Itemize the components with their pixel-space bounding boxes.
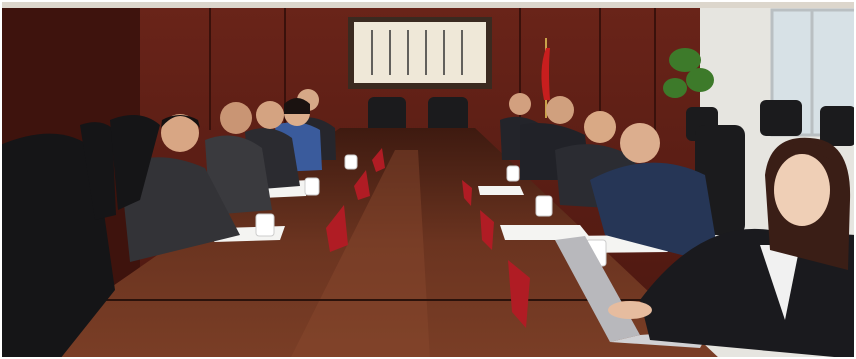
leaf	[686, 68, 714, 92]
chair	[110, 115, 160, 210]
cup	[344, 154, 358, 170]
table-reflection	[290, 150, 430, 359]
people-right	[500, 93, 720, 265]
plant	[663, 48, 714, 98]
name-card	[326, 205, 348, 252]
person-head	[620, 123, 660, 163]
chair	[820, 106, 856, 146]
person-head	[161, 114, 199, 152]
hand	[608, 301, 652, 319]
name-card	[354, 170, 370, 200]
cup	[304, 177, 320, 196]
person-head	[256, 101, 284, 129]
person-suit	[120, 157, 240, 262]
calligraphy-scroll	[354, 22, 486, 83]
leaf	[663, 78, 687, 98]
person-hair	[284, 98, 310, 114]
window	[770, 8, 856, 137]
foreground-chairs	[0, 115, 160, 359]
chair	[760, 100, 802, 136]
cup	[535, 195, 553, 217]
ceiling	[0, 0, 856, 8]
paper	[478, 186, 524, 195]
person-head	[509, 93, 531, 115]
person-suit	[590, 162, 720, 265]
chair	[80, 122, 116, 220]
name-card	[372, 148, 385, 172]
chair	[428, 97, 468, 137]
cup	[255, 213, 275, 237]
woman-foreground	[608, 137, 856, 359]
name-cards	[326, 148, 530, 328]
person-head	[220, 102, 252, 134]
flag	[541, 48, 550, 100]
name-card	[508, 260, 530, 328]
shirt	[760, 245, 800, 320]
person-hair	[161, 115, 200, 128]
cup	[506, 165, 520, 182]
person-head	[546, 96, 574, 124]
chair	[368, 97, 406, 137]
name-card	[462, 180, 472, 206]
person-suit	[640, 228, 856, 359]
conference-table	[8, 128, 720, 359]
leaf	[669, 48, 701, 72]
person-head	[774, 154, 830, 226]
tea-cups	[255, 154, 607, 267]
name-card	[480, 210, 494, 250]
person-suit	[205, 135, 272, 215]
people-left	[120, 89, 336, 262]
person-head	[584, 111, 616, 143]
person-fringe	[770, 142, 832, 170]
chair	[0, 133, 115, 359]
calligraphy-strokes	[371, 30, 463, 75]
